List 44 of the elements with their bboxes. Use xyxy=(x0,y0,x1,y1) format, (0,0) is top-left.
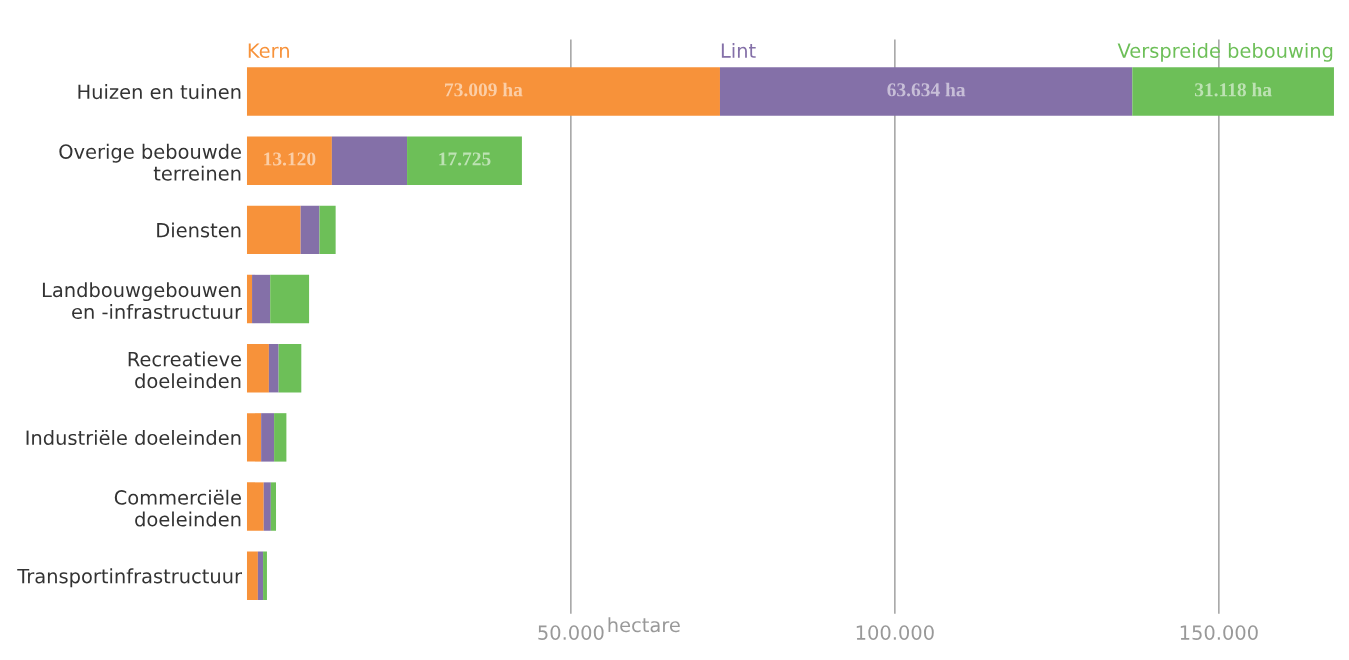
x-tick-label: 150.000 xyxy=(1180,625,1258,640)
bar xyxy=(274,413,287,462)
bar xyxy=(270,482,277,531)
bar xyxy=(246,344,269,393)
bar xyxy=(246,136,332,185)
x-tick-label: 100.000 xyxy=(856,625,934,640)
bar xyxy=(319,205,336,255)
series-label: Verspreide bebouwing xyxy=(1117,42,1333,62)
series-label: Lint xyxy=(721,42,756,58)
bar xyxy=(246,274,253,324)
x-axis-title: hectare xyxy=(608,617,680,633)
series-label: Kern xyxy=(248,43,289,58)
bar xyxy=(719,67,1133,116)
y-tick-label: Diensten xyxy=(157,222,241,238)
bar xyxy=(257,551,264,600)
y-tick-label: Overige bebouwde terreinen xyxy=(59,143,241,181)
bar xyxy=(407,136,522,185)
y-tick-label: Landbouwgebouwen en -infrastructuur xyxy=(42,282,243,320)
data-label: 63.634 ha xyxy=(887,82,966,97)
x-tick-label: 50.000 xyxy=(538,625,604,640)
y-tick-label: Transportinfrastructuur xyxy=(17,568,243,588)
bar xyxy=(268,344,279,393)
bar xyxy=(246,205,301,255)
bar xyxy=(270,274,310,324)
y-tick-label: Huizen en tuinen xyxy=(78,84,241,100)
y-tick-label: Commerciële doeleinden xyxy=(114,489,241,527)
y-tick-label: Recreatieve doeleinden xyxy=(128,351,241,389)
data-label: 73.009 ha xyxy=(445,82,523,97)
bar xyxy=(331,136,408,185)
bar xyxy=(300,205,320,255)
y-tick-label: Industriële doeleinden xyxy=(26,430,241,446)
bar xyxy=(252,274,271,324)
bar xyxy=(263,482,271,531)
bar xyxy=(246,551,258,600)
bar xyxy=(246,482,264,531)
data-label: 31.118 ha xyxy=(1194,82,1272,97)
bar xyxy=(263,551,267,600)
bar xyxy=(246,67,720,116)
bar xyxy=(261,413,275,462)
bar xyxy=(1132,67,1334,116)
bar xyxy=(278,344,302,393)
data-label: 17.725 xyxy=(439,152,491,166)
bar xyxy=(246,413,262,462)
data-label: 13.120 xyxy=(264,152,316,166)
